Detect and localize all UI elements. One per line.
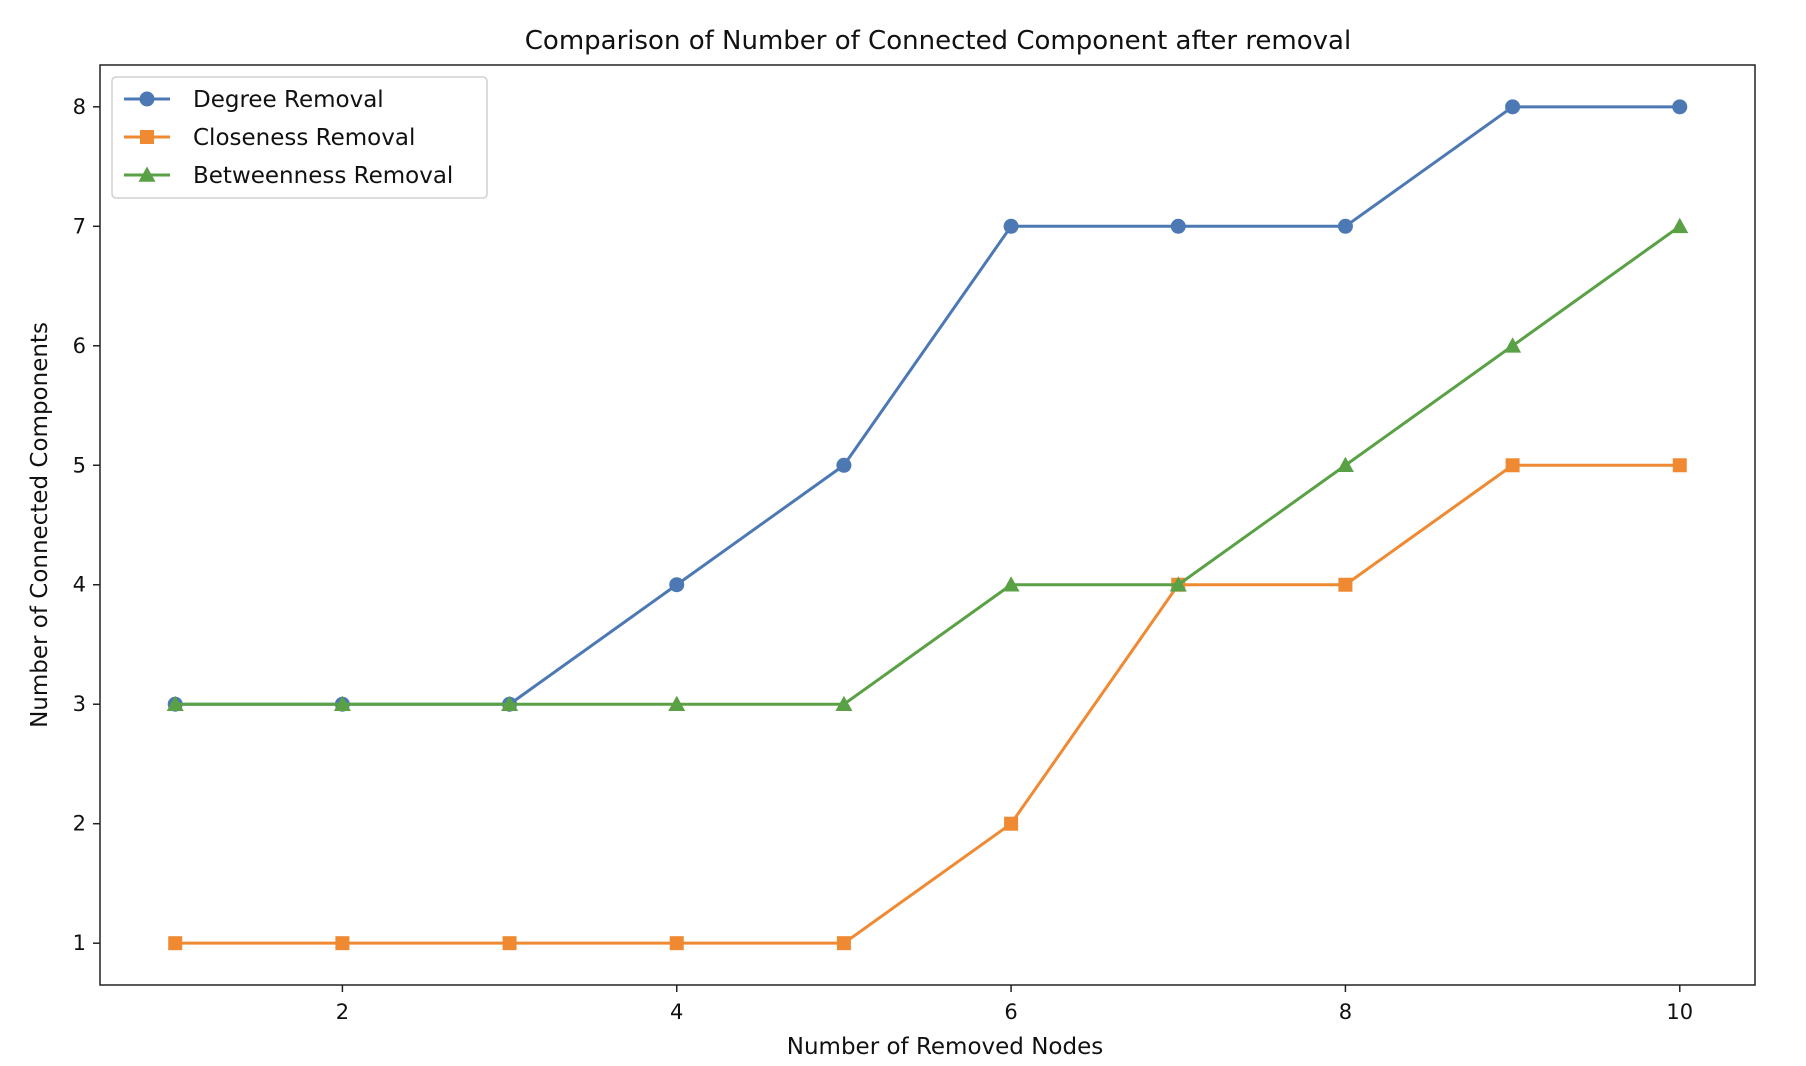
betweenness-removal-point-0	[166, 695, 184, 712]
y-axis-ticks: 1 2 3 4 5 6 7 8	[73, 95, 100, 955]
closeness-removal-point-1	[335, 936, 350, 951]
y-tick-label: 4	[73, 573, 86, 597]
closeness-removal-point-9	[1672, 458, 1687, 473]
legend-label: Betweenness Removal	[193, 163, 453, 189]
legend-item-closeness-removal: Closeness Removal	[124, 125, 415, 151]
degree-removal-point-3	[669, 577, 685, 593]
x-tick-label: 6	[1004, 1000, 1017, 1024]
betweenness-removal-point-1	[333, 695, 351, 712]
degree-removal-point-4	[836, 457, 852, 473]
betweenness-removal-point-8	[1504, 337, 1522, 353]
betweenness-removal-point-3	[668, 695, 686, 712]
x-tick-label: 8	[1339, 1000, 1352, 1024]
legend-item-betweenness-removal: Betweenness Removal	[124, 163, 453, 189]
degree-removal-point-9	[1672, 99, 1688, 115]
legend-label: Closeness Removal	[193, 125, 415, 151]
degree-removal-point-8	[1505, 99, 1521, 115]
x-axis-label: Number of Removed Nodes	[787, 1034, 1103, 1060]
legend-item-degree-removal: Degree Removal	[124, 87, 384, 113]
plot-area	[99, 64, 1756, 986]
y-tick-label: 3	[73, 692, 86, 716]
closeness-removal-point-3	[669, 936, 684, 951]
legend: Degree Removal Closeness Removal Betweenne…	[111, 76, 488, 199]
betweenness-removal-point-5	[1002, 576, 1020, 592]
legend-closeness-removal-point-0	[140, 130, 154, 144]
degree-removal-point-7	[1337, 218, 1353, 234]
x-tick-label: 4	[670, 1000, 683, 1024]
legend-degree-removal-point-0	[139, 91, 155, 107]
closeness-removal-point-7	[1338, 577, 1353, 592]
closeness-removal-line	[173, 463, 1682, 945]
betweenness-removal-point-6	[1169, 576, 1187, 592]
legend-label: Degree Removal	[193, 87, 384, 113]
betweenness-removal-point-9	[1671, 217, 1689, 234]
betweenness-removal-point-2	[501, 695, 519, 712]
closeness-removal-point-5	[1004, 816, 1019, 831]
y-tick-label: 6	[73, 334, 86, 358]
closeness-removal-point-0	[168, 936, 183, 951]
y-tick-label: 2	[73, 812, 86, 836]
betweenness-removal-series	[166, 217, 1689, 712]
y-axis-label: Number of Connected Components	[27, 322, 53, 728]
series-layer	[166, 99, 1689, 951]
closeness-removal-point-4	[836, 936, 851, 951]
degree-removal-point-5	[1003, 218, 1019, 234]
degree-removal-point-6	[1170, 218, 1186, 234]
x-tick-label: 2	[336, 1000, 349, 1024]
betweenness-removal-point-7	[1336, 456, 1354, 473]
closeness-removal-point-8	[1505, 458, 1520, 473]
y-tick-label: 8	[73, 95, 86, 119]
x-axis-ticks: 2 4 6 8 10	[336, 985, 1693, 1024]
x-tick-label: 10	[1666, 1000, 1693, 1024]
y-tick-label: 7	[73, 214, 86, 238]
legend-box	[111, 76, 488, 199]
chart-title: Comparison of Number of Connected Compon…	[525, 26, 1351, 56]
plot-frame	[99, 64, 1756, 986]
y-tick-label: 1	[73, 931, 86, 955]
betweenness-removal-line	[173, 224, 1682, 706]
y-tick-label: 5	[73, 453, 86, 477]
betweenness-removal-point-4	[835, 695, 853, 712]
closeness-removal-point-2	[502, 936, 517, 951]
legend-betweenness-removal-point-0	[138, 166, 156, 182]
